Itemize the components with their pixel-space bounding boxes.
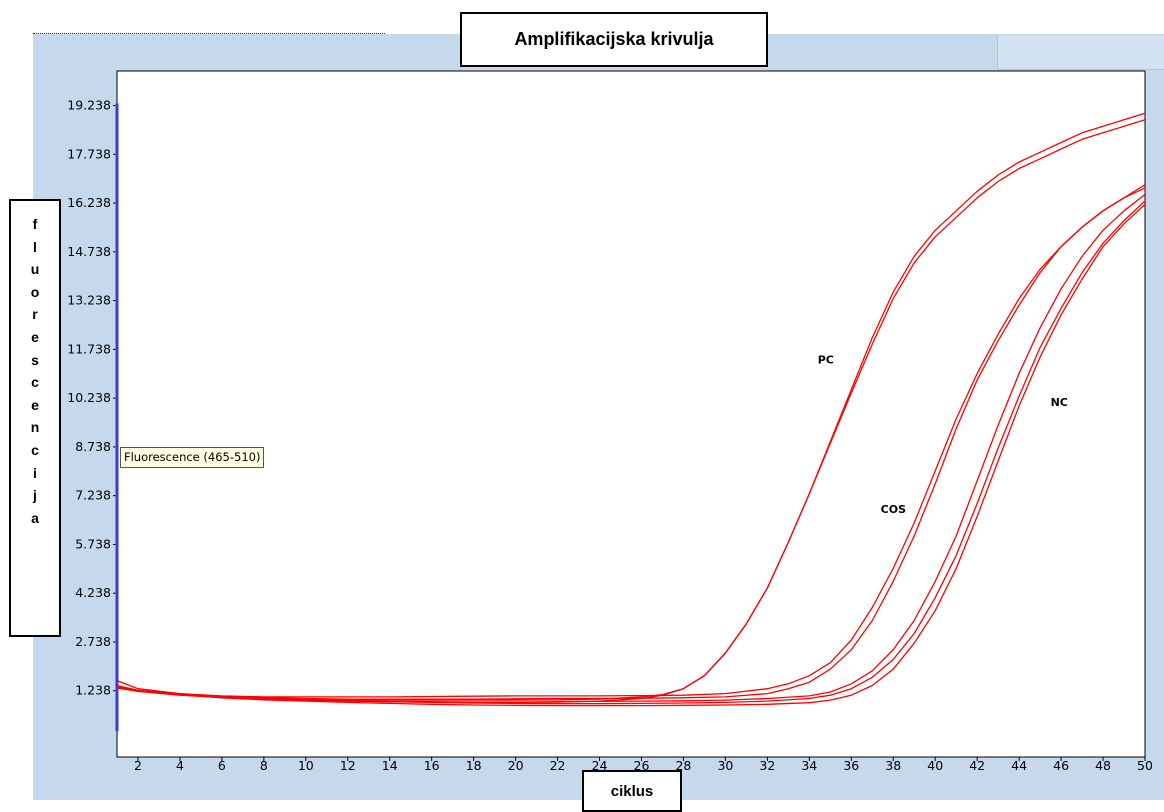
x-tick-label: 10 (298, 758, 314, 773)
y-tick-label: 4.238 (75, 585, 111, 600)
y-axis-label-letter: f (32, 216, 38, 232)
plot-area (116, 70, 1146, 758)
x-tick-label: 4 (176, 758, 184, 773)
y-tick-label: 13.238 (67, 293, 111, 308)
y-tick-label: 11.738 (67, 341, 111, 356)
curve-label-pc: PC (818, 354, 834, 367)
x-tick-label: 12 (340, 758, 356, 773)
x-tick-label: 32 (759, 758, 775, 773)
header-tab-area[interactable] (997, 35, 1164, 70)
x-tick-label: 36 (843, 758, 859, 773)
y-tick-label: 7.238 (75, 488, 111, 503)
y-axis-label-letter: c (31, 441, 39, 458)
x-tick-label: 46 (1053, 758, 1069, 773)
x-tick-label: 40 (927, 758, 943, 773)
x-tick-label: 8 (260, 758, 268, 773)
x-tick-label: 18 (466, 758, 482, 773)
x-tick-label: 6 (218, 758, 226, 773)
y-axis-label-letter: a (31, 509, 39, 526)
amplification-curve-3 (116, 184, 1146, 698)
x-tick-label: 24 (592, 758, 608, 773)
x-tick-label: 48 (1095, 758, 1111, 773)
x-tick-label: 2 (134, 758, 142, 773)
y-tick-label: 14.738 (67, 244, 111, 259)
x-tick-label: 30 (717, 758, 733, 773)
y-axis-label-letter: i (33, 464, 37, 481)
x-tick-label: 50 (1137, 758, 1153, 773)
x-tick-label: 28 (675, 758, 691, 773)
y-axis: 1.238 2.738 4.238 5.738 7.238 8.738 10.238 11.7… (67, 98, 117, 698)
y-tick-label: 10.238 (67, 390, 111, 405)
curve-label-cos: COS (881, 503, 906, 516)
curve-labels: PC COS NC (818, 354, 1068, 517)
amplification-curve-5 (116, 203, 1146, 707)
y-tick-label: 1.238 (75, 683, 111, 698)
y-tick-label: 2.738 (75, 634, 111, 649)
x-tick-label: 38 (885, 758, 901, 773)
y-axis-label-letter: j (33, 487, 37, 504)
x-tick-label: 26 (634, 758, 650, 773)
y-axis-label-letter: u (30, 261, 40, 278)
curve-label-nc: NC (1051, 396, 1068, 409)
y-axis-label-letter: r (32, 306, 38, 323)
y-axis-label-letter: l (33, 238, 37, 255)
y-axis-label-letter: o (30, 283, 40, 300)
y-tick-label: 8.738 (75, 439, 111, 454)
y-axis-label-letter: e (31, 328, 39, 345)
x-axis: 2 4 6 8 10 12 14 16 18 20 22 24 26 28 30 32 34 36 38 40 42 44… (134, 757, 1153, 773)
x-tick-label: 14 (382, 758, 398, 773)
y-tick-label: 19.238 (67, 98, 111, 113)
chart-title: Amplifikacijska krivulja (460, 12, 768, 67)
y-axis-label-letter: n (30, 419, 40, 436)
x-tick-label: 42 (969, 758, 985, 773)
amplification-curves (116, 112, 1146, 707)
dotted-divider (33, 33, 385, 34)
x-tick-label: 34 (801, 758, 817, 773)
fluorescence-tooltip: Fluorescence (465-510) (120, 447, 265, 468)
x-tick-label: 16 (424, 758, 440, 773)
y-tick-label: 17.738 (67, 146, 111, 161)
amplification-curve-7 (116, 193, 1146, 703)
amplification-curve-4 (116, 187, 1146, 700)
y-tick-label: 5.738 (75, 536, 111, 551)
y-axis-label-letter: s (31, 351, 39, 368)
y-tick-label: 16.238 (67, 195, 111, 210)
y-axis-label-letter: c (31, 374, 39, 391)
x-axis-label: ciklus (582, 770, 682, 812)
x-tick-label: 44 (1011, 758, 1027, 773)
x-tick-label: 20 (508, 758, 524, 773)
x-tick-label: 22 (550, 758, 566, 773)
y-axis-label-letter: e (31, 396, 39, 413)
